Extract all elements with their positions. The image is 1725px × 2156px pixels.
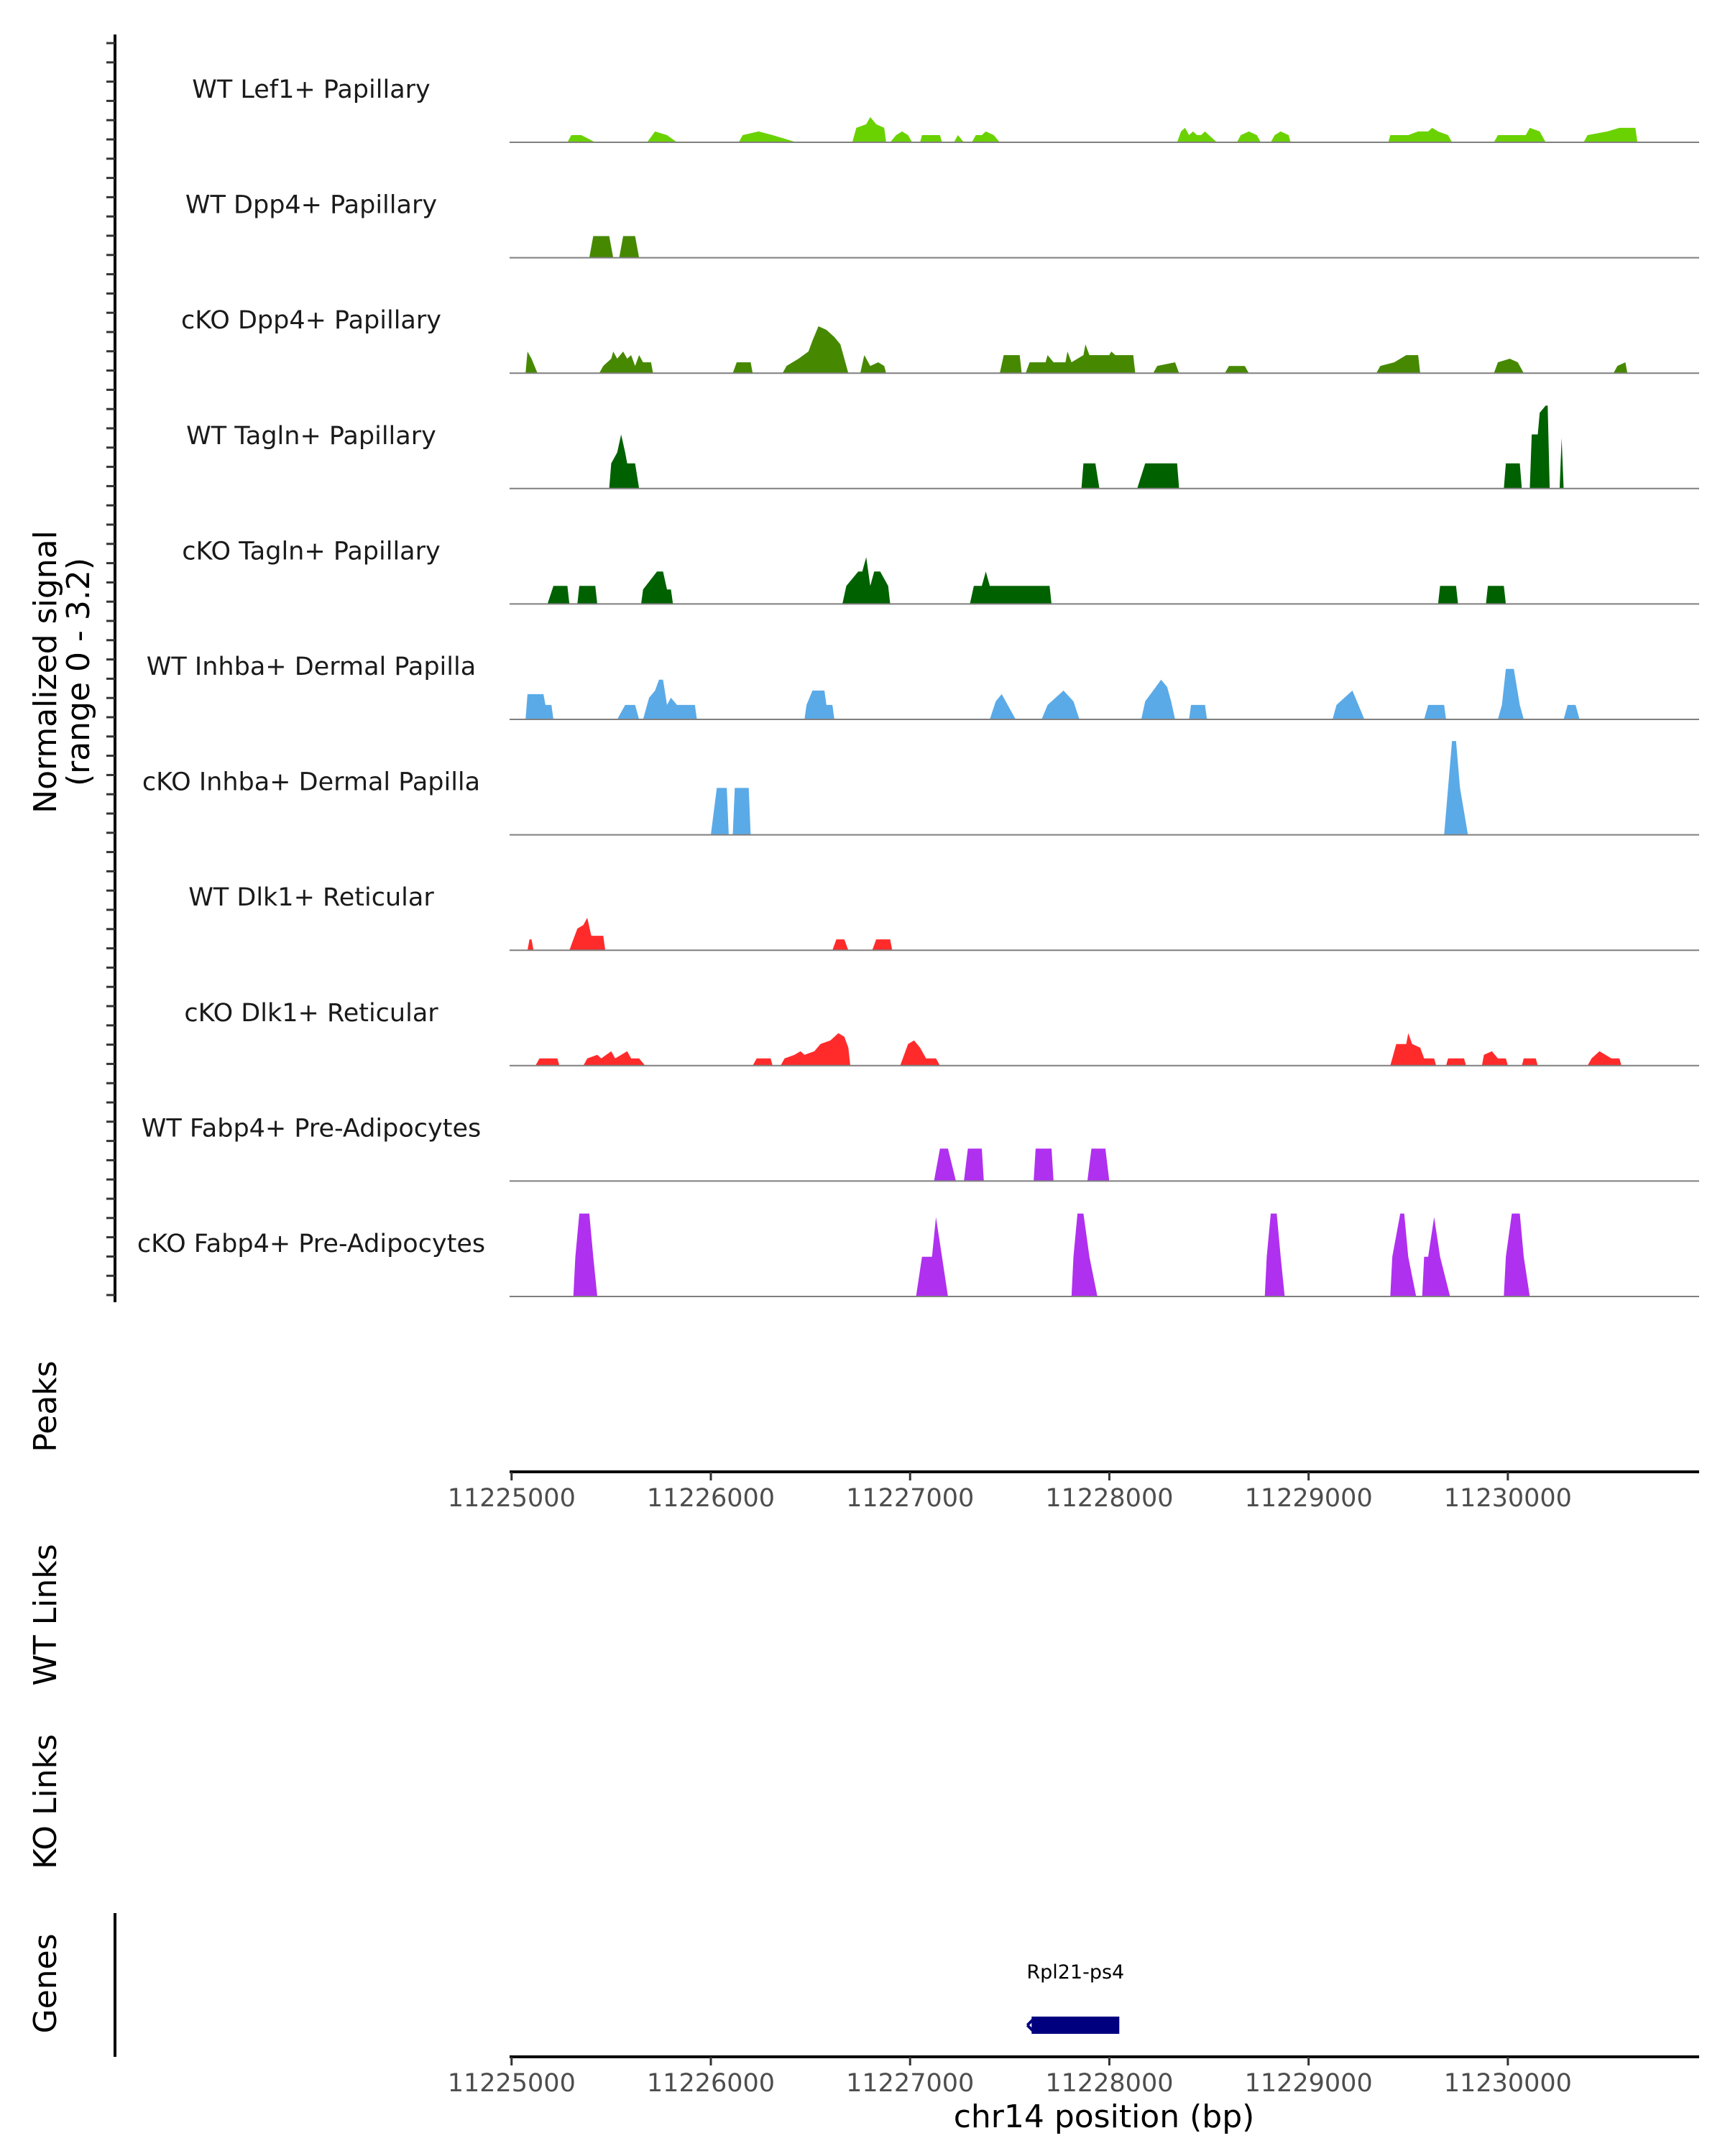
track: cKO Fabp4+ Pre-Adipocytes bbox=[137, 1213, 1699, 1297]
gene-label: Rpl21-ps4 bbox=[1026, 1961, 1124, 1984]
track-signal-area bbox=[589, 236, 640, 258]
x-axis-tick-label: 11230000 bbox=[1444, 2069, 1572, 2098]
genes-x-axis-ticks: 11225000 11226000 11227000 11228000 11229000… bbox=[448, 2057, 1572, 2098]
peaks-x-axis-ticks: 11225000 11226000 11227000 11228000 11229000… bbox=[448, 1472, 1572, 1513]
track-label: WT Dlk1+ Reticular bbox=[188, 883, 434, 912]
track-label: cKO Dlk1+ Reticular bbox=[184, 999, 438, 1028]
x-axis-tick-label: 11228000 bbox=[1045, 1484, 1173, 1513]
track-signal-area bbox=[547, 557, 1506, 604]
track-label: WT Tagln+ Papillary bbox=[186, 422, 436, 451]
track: cKO Dlk1+ Reticular bbox=[184, 999, 1699, 1067]
track-label: WT Inhba+ Dermal Papilla bbox=[147, 653, 476, 681]
x-axis-tick-label: 11229000 bbox=[1245, 1484, 1373, 1513]
track: cKO Dpp4+ Papillary bbox=[181, 306, 1699, 374]
track-signal-area bbox=[934, 1148, 1110, 1181]
track-label: WT Fabp4+ Pre-Adipocytes bbox=[142, 1114, 481, 1143]
gene-annotations: Rpl21-ps4 bbox=[1026, 1961, 1124, 2034]
x-axis-title: chr14 position (bp) bbox=[954, 2099, 1255, 2135]
x-axis-tick-label: 11228000 bbox=[1045, 2069, 1173, 2098]
x-axis-tick-label: 11227000 bbox=[846, 1484, 974, 1513]
x-axis-tick-label: 11226000 bbox=[647, 2069, 775, 2098]
track-label: cKO Tagln+ Papillary bbox=[182, 537, 441, 566]
genes-panel-label: Genes bbox=[27, 1933, 64, 2033]
track-signal-area bbox=[525, 668, 1580, 719]
gene-strand-arrow bbox=[1026, 2017, 1036, 2034]
track-label: cKO Inhba+ Dermal Papilla bbox=[142, 768, 480, 797]
track: WT Fabp4+ Pre-Adipocytes bbox=[142, 1114, 1699, 1182]
y-axis-title: Normalized signal bbox=[27, 530, 64, 814]
track-signal-area bbox=[527, 918, 893, 951]
peaks-panel-label: Peaks bbox=[27, 1360, 64, 1452]
y-axis-subtitle: (range 0 - 3.2) bbox=[60, 558, 97, 786]
track: WT Inhba+ Dermal Papilla bbox=[147, 653, 1699, 720]
track: cKO Tagln+ Papillary bbox=[182, 537, 1699, 605]
track-label: WT Dpp4+ Papillary bbox=[185, 191, 437, 220]
track-label: cKO Dpp4+ Papillary bbox=[181, 306, 441, 335]
x-axis-tick-label: 11230000 bbox=[1444, 1484, 1572, 1513]
coverage-tracks: WT Lef1+ Papillary WT Dpp4+ Papillary cKO … bbox=[137, 75, 1699, 1297]
track-label: WT Lef1+ Papillary bbox=[192, 75, 431, 104]
x-axis-tick-label: 11229000 bbox=[1245, 2069, 1373, 2098]
track-signal-area bbox=[525, 326, 1628, 374]
ko-links-panel-label: KO Links bbox=[27, 1734, 64, 1869]
gene-body bbox=[1031, 2017, 1120, 2034]
track-signal-area bbox=[567, 116, 1638, 142]
track-label: cKO Fabp4+ Pre-Adipocytes bbox=[137, 1230, 485, 1258]
y-axis bbox=[106, 34, 116, 1302]
track: WT Dlk1+ Reticular bbox=[188, 883, 1699, 952]
track: WT Lef1+ Papillary bbox=[192, 75, 1699, 143]
x-axis-tick-label: 11225000 bbox=[448, 1484, 576, 1513]
wt-links-panel-label: WT Links bbox=[27, 1544, 64, 1685]
track-signal-area bbox=[573, 1213, 1530, 1296]
track: cKO Inhba+ Dermal Papilla bbox=[142, 741, 1699, 836]
track-signal-area bbox=[609, 405, 1564, 489]
x-axis-tick-label: 11225000 bbox=[448, 2069, 576, 2098]
x-axis-tick-label: 11227000 bbox=[846, 2069, 974, 2098]
track: WT Tagln+ Papillary bbox=[186, 405, 1699, 489]
track-signal-area bbox=[711, 741, 1468, 835]
x-axis-tick-label: 11226000 bbox=[647, 1484, 775, 1513]
track: WT Dpp4+ Papillary bbox=[185, 191, 1699, 259]
track-signal-area bbox=[535, 1033, 1622, 1066]
